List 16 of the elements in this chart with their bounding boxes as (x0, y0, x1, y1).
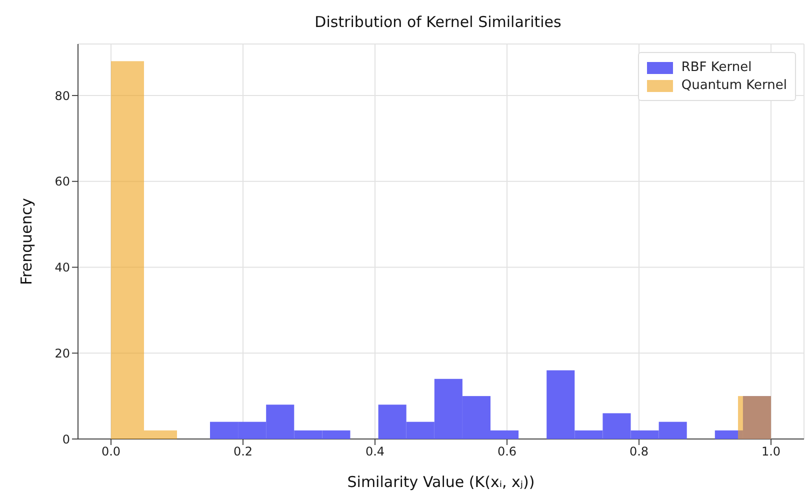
y-axis-title: Frenquency (17, 198, 36, 285)
y-tick-label: 60 (54, 174, 70, 189)
x-tick-label: 1.0 (761, 444, 781, 459)
y-tick-label: 80 (54, 88, 70, 103)
x-tick-label: 0.0 (101, 444, 121, 459)
x-axis-title: Similarity Value (K(xᵢ, xⱼ)) (347, 473, 535, 491)
chart-title: Distribution of Kernel Similarities (314, 12, 562, 33)
x-tick-label: 0.2 (233, 444, 253, 459)
y-tick-label: 20 (54, 346, 70, 360)
x-tick-label: 0.8 (629, 444, 649, 459)
x-tick-label: 0.6 (497, 444, 517, 459)
x-tick-label: 0.4 (365, 444, 385, 459)
legend-label: Quantum Kernel (681, 78, 787, 93)
legend-label: RBF Kernel (681, 60, 752, 75)
y-tick-label: 40 (54, 260, 70, 275)
y-tick-label: 0 (62, 432, 70, 446)
